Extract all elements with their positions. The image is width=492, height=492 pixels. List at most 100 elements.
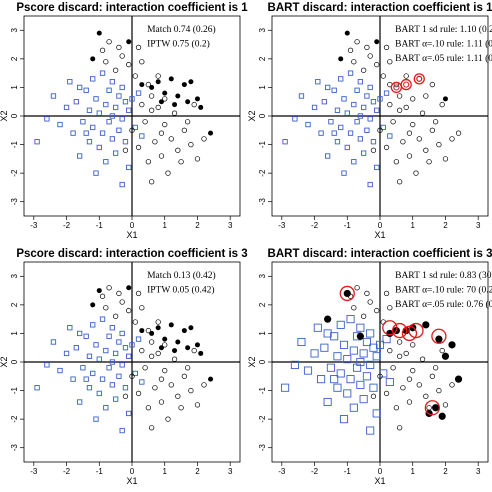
red-ring-marker (431, 328, 447, 344)
square-point (135, 90, 142, 96)
open-circle-point (188, 387, 194, 394)
square-point (366, 426, 375, 435)
y-tick-label: 2 (258, 56, 267, 61)
open-circle-point (139, 305, 145, 311)
open-circle-point (145, 405, 152, 411)
open-circle-point (406, 376, 413, 382)
open-circle-point (432, 119, 439, 125)
open-circle-point (135, 290, 142, 297)
filled-circle-point (343, 289, 351, 298)
square-point (90, 124, 96, 131)
square-point (303, 366, 313, 375)
open-circle-point (162, 367, 168, 374)
filled-circle-point (158, 345, 164, 351)
x-tick-label: 0 (378, 221, 383, 230)
square-point (331, 87, 337, 93)
open-circle-point (403, 104, 409, 111)
open-circle-point (139, 59, 145, 65)
open-circle-point (383, 390, 390, 397)
square-point (132, 124, 138, 131)
open-circle-point (449, 382, 455, 388)
filled-circle-point (172, 348, 178, 354)
filled-circle-point (139, 328, 145, 334)
square-point (106, 119, 112, 125)
y-tick-label: -3 (10, 444, 19, 452)
open-circle-point (374, 61, 380, 68)
filled-circle-point (448, 341, 456, 349)
square-point (109, 79, 116, 85)
chart-title: Pscore discard: interaction coefficient … (16, 248, 247, 260)
open-circle-point (396, 339, 403, 345)
square-point (76, 84, 83, 91)
square-point (346, 315, 355, 324)
filled-circle-point (198, 350, 204, 356)
red-ring-marker (382, 320, 398, 336)
x-tick-label: 3 (228, 467, 233, 476)
square-point (76, 153, 83, 159)
open-circle-point (423, 147, 429, 153)
square-point (83, 130, 89, 136)
filled-circle-point (175, 339, 181, 345)
square-point (83, 333, 89, 339)
x-tick-label: -1 (96, 467, 104, 476)
y-tick-label: -2 (10, 169, 19, 177)
square-point (328, 119, 334, 125)
square-point (370, 139, 377, 145)
filled-circle-point (324, 315, 332, 323)
open-circle-point (194, 156, 201, 162)
square-point (57, 367, 63, 374)
open-circle-point (354, 39, 360, 45)
open-circle-point (132, 319, 138, 325)
square-point (90, 370, 96, 377)
x-tick-label: 1 (163, 221, 168, 230)
filled-circle-point (158, 99, 164, 105)
open-circle-point (158, 130, 165, 136)
square-point (119, 330, 125, 337)
open-circle-point (429, 373, 436, 379)
x-axis-label: X1 (374, 230, 385, 240)
open-circle-point (129, 373, 135, 379)
red-ring-inner-marker (416, 75, 423, 82)
y-tick-label: 0 (10, 359, 19, 364)
open-circle-point (403, 350, 409, 357)
y-tick-label: 2 (10, 56, 19, 61)
square-point (343, 355, 352, 364)
annotation-backing (394, 283, 485, 296)
square-point (290, 360, 299, 369)
open-circle-point (364, 290, 370, 297)
square-point (122, 345, 129, 351)
filled-circle-point (126, 39, 132, 45)
square-point (370, 99, 377, 105)
square-point (343, 389, 352, 398)
square-point (313, 323, 322, 332)
square-point (103, 159, 109, 165)
square-point (311, 104, 318, 111)
annotation-backing (146, 269, 237, 281)
square-point (103, 101, 109, 108)
open-circle-point (145, 327, 152, 334)
open-circle-point (439, 347, 445, 354)
y-tick-label: -1 (258, 386, 267, 394)
open-circle-point (155, 104, 161, 111)
y-tick-label: -1 (258, 140, 267, 148)
annotation-text: Match 0.74 (0.26) (147, 24, 216, 35)
y-axis-label: X2 (247, 110, 257, 121)
x-tick-label: -2 (63, 467, 71, 476)
square-point (330, 332, 339, 341)
open-circle-point (112, 313, 119, 319)
annotation-text: IPTW 0.75 (0.2) (147, 39, 210, 50)
square-point (298, 93, 305, 99)
open-circle-point (112, 67, 119, 73)
x-tick-label: 2 (195, 467, 200, 476)
open-circle-point (396, 107, 403, 113)
square-point (318, 130, 324, 136)
chart-title: BART discard: interaction coefficient is… (268, 248, 492, 260)
open-circle-point (419, 110, 426, 116)
square-point (366, 329, 375, 338)
open-circle-point (116, 290, 122, 297)
chart-panel-2: BART discard: interaction coefficient is… (247, 2, 492, 240)
filled-circle-point (155, 79, 161, 85)
open-circle-point (413, 170, 419, 176)
annotation-backing (146, 37, 237, 50)
